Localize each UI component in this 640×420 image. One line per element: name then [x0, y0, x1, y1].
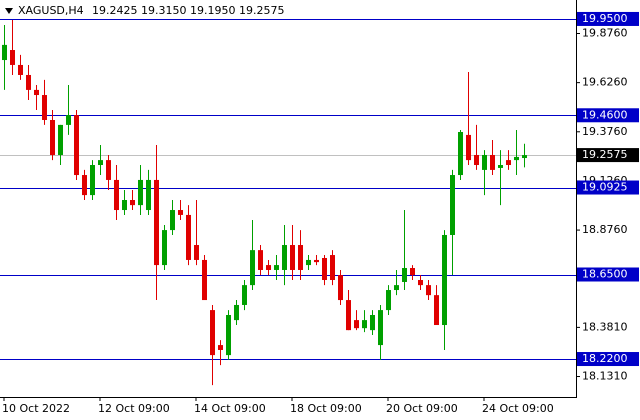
candle-body: [202, 259, 207, 301]
candle-body: [514, 156, 519, 161]
y-tick-label: 19.3760: [582, 125, 628, 138]
candle-body: [338, 275, 343, 301]
candle-body: [154, 179, 159, 266]
candle-body: [210, 310, 215, 356]
candle-body: [274, 265, 279, 270]
candle-body: [90, 165, 95, 196]
candle-body: [362, 320, 367, 329]
candle-body: [442, 234, 447, 326]
candle-body: [298, 245, 303, 270]
level-label-box: [577, 180, 639, 195]
candle-body: [42, 95, 47, 120]
candle-body: [218, 345, 223, 350]
candle-body: [266, 265, 271, 270]
candle-body: [402, 268, 407, 282]
candle-body: [26, 74, 31, 90]
candle-body: [322, 257, 327, 281]
x-tick-label: 14 Oct 09:00: [194, 402, 266, 415]
ohlc-text: 19.2425 19.3150 19.1950 19.2575: [92, 4, 284, 17]
level-label: 18.6500: [582, 268, 628, 281]
candle-body: [250, 250, 255, 286]
candle-body: [346, 300, 351, 331]
candle-body: [186, 214, 191, 260]
x-tick-label: 24 Oct 09:00: [482, 402, 554, 415]
last-price-label: 19.2575: [582, 148, 628, 161]
candle-body: [258, 250, 263, 270]
candle-body: [314, 259, 319, 263]
candle-body: [114, 179, 119, 211]
candle-body: [58, 124, 63, 155]
candle-body: [50, 119, 55, 155]
level-label-box: [577, 11, 639, 26]
candle-body: [130, 200, 135, 206]
candle-body: [330, 255, 335, 281]
candle-body: [226, 314, 231, 356]
y-tick-label: 18.8760: [582, 223, 628, 236]
level-label-box: [577, 267, 639, 282]
candle-body: [74, 115, 79, 176]
x-tick-label: 18 Oct 09:00: [290, 402, 362, 415]
candle-body: [474, 154, 479, 166]
x-tick-label: 12 Oct 09:00: [98, 402, 170, 415]
candle-body: [482, 154, 487, 170]
level-label: 19.4600: [582, 108, 628, 121]
candle-body: [66, 115, 71, 125]
last-price-box: [577, 148, 639, 163]
candle-body: [290, 245, 295, 270]
candle-body: [306, 259, 311, 266]
candle-body: [234, 304, 239, 321]
candle-body: [434, 295, 439, 326]
candle-body: [162, 230, 167, 266]
candle-body: [458, 131, 463, 176]
candle-body: [394, 285, 399, 291]
candle-body: [370, 314, 375, 331]
candle-body: [410, 268, 415, 276]
candle-body: [450, 175, 455, 235]
candle-body: [18, 64, 23, 75]
level-label-box: [577, 352, 639, 367]
y-tick-label: 19.6260: [582, 76, 628, 89]
dropdown-icon[interactable]: [5, 8, 13, 14]
candle-body: [98, 160, 103, 166]
symbol: XAGUSD,H4: [18, 4, 84, 17]
candle-body: [138, 179, 143, 206]
candle-body: [10, 50, 15, 65]
y-tick-label: 18.3810: [582, 320, 628, 333]
y-tick-label: 19.8760: [582, 27, 628, 40]
level-label: 19.9500: [582, 12, 628, 25]
x-tick-label: 20 Oct 09:00: [386, 402, 458, 415]
candle-body: [34, 89, 39, 96]
level-label: 18.2200: [582, 352, 628, 365]
candle-body: [178, 210, 183, 215]
candle-body: [106, 160, 111, 180]
y-tick-label: 18.1310: [582, 370, 628, 383]
candle-body: [418, 280, 423, 286]
candle-body: [354, 320, 359, 329]
candle-body: [2, 44, 7, 61]
level-label: 19.0925: [582, 181, 628, 194]
x-tick-label: 10 Oct 2022: [2, 402, 70, 415]
candle-body: [282, 245, 287, 270]
candle-body: [82, 175, 87, 196]
candle-body: [170, 210, 175, 231]
candle-body: [498, 165, 503, 168]
candle-body: [466, 134, 471, 161]
candle-body: [506, 160, 511, 166]
candle-body: [122, 200, 127, 211]
candle-body: [426, 285, 431, 296]
candle-body: [490, 154, 495, 170]
candle-body: [386, 290, 391, 311]
candle-body: [194, 245, 199, 260]
candle-body: [242, 285, 247, 305]
level-label-box: [577, 108, 639, 123]
candle-body: [378, 310, 383, 346]
candle-body: [522, 155, 527, 159]
candle-body: [146, 179, 151, 211]
